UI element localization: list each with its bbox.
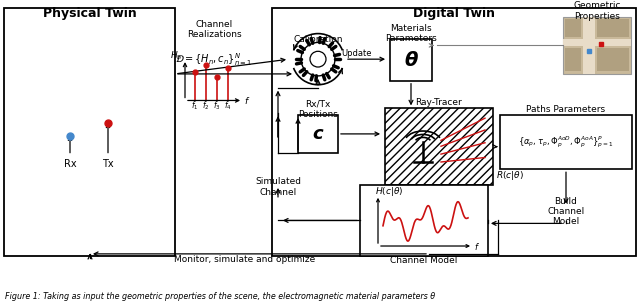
- Polygon shape: [126, 128, 171, 187]
- Text: Build
Channel
Model: Build Channel Model: [547, 197, 584, 226]
- Bar: [4, 8, 175, 256]
- Circle shape: [301, 43, 335, 76]
- Polygon shape: [583, 17, 595, 74]
- Text: $f$: $f$: [244, 95, 250, 106]
- Text: $H_n$: $H_n$: [170, 50, 182, 62]
- Bar: [272, 8, 636, 256]
- Text: Rx/Tx
Positions: Rx/Tx Positions: [298, 100, 338, 119]
- Polygon shape: [63, 15, 80, 187]
- Text: $R(c|\theta)$: $R(c|\theta)$: [496, 169, 524, 182]
- Text: $f_1$: $f_1$: [191, 99, 199, 112]
- Polygon shape: [10, 129, 60, 185]
- Polygon shape: [8, 128, 63, 187]
- Text: Geometric
Properties: Geometric Properties: [573, 1, 621, 21]
- Bar: [597, 19, 629, 36]
- Text: Physical Twin: Physical Twin: [43, 7, 136, 21]
- Text: $f_3$: $f_3$: [213, 99, 221, 112]
- Bar: [500, 115, 632, 169]
- Text: Paths Parameters: Paths Parameters: [527, 105, 605, 114]
- Polygon shape: [128, 20, 169, 111]
- Text: Update: Update: [342, 49, 372, 58]
- Polygon shape: [98, 20, 171, 113]
- Text: $f_4$: $f_4$: [224, 99, 232, 112]
- Bar: [563, 17, 631, 74]
- Polygon shape: [10, 20, 60, 111]
- Text: $f$: $f$: [474, 241, 480, 252]
- Bar: [565, 19, 581, 36]
- Polygon shape: [8, 113, 171, 126]
- Text: Monitor, simulate and optimize: Monitor, simulate and optimize: [174, 255, 316, 264]
- Text: Channel
Realizations: Channel Realizations: [187, 20, 241, 39]
- Text: $\boldsymbol{c}$: $\boldsymbol{c}$: [312, 125, 324, 143]
- Text: Tx: Tx: [102, 159, 114, 170]
- Polygon shape: [83, 129, 106, 185]
- Text: $\{\alpha_p, \tau_p, \Phi_p^{AoD}, \Phi_p^{AoA}\}_{p=1}^P$: $\{\alpha_p, \tau_p, \Phi_p^{AoD}, \Phi_…: [518, 135, 614, 150]
- Text: Materials
Parameters: Materials Parameters: [385, 24, 437, 43]
- Circle shape: [310, 51, 326, 67]
- Bar: [565, 48, 581, 71]
- Text: Channel Model: Channel Model: [390, 256, 458, 265]
- Text: Figure 1: Taking as input the geometric properties of the scene, the electromagn: Figure 1: Taking as input the geometric …: [5, 292, 435, 301]
- Text: $H(c|\theta)$: $H(c|\theta)$: [375, 185, 403, 198]
- Polygon shape: [108, 15, 126, 187]
- Bar: [385, 108, 493, 185]
- Polygon shape: [563, 39, 631, 47]
- Bar: [298, 115, 338, 153]
- Bar: [360, 185, 488, 256]
- Polygon shape: [83, 20, 106, 111]
- Polygon shape: [128, 129, 169, 185]
- Text: Rx: Rx: [64, 159, 76, 170]
- Bar: [390, 39, 432, 81]
- Polygon shape: [8, 20, 68, 113]
- Text: Ray-Tracer: Ray-Tracer: [415, 98, 462, 107]
- Text: Calibration: Calibration: [293, 35, 343, 44]
- Text: Simulated
Channel: Simulated Channel: [255, 177, 301, 197]
- Text: Digital Twin: Digital Twin: [413, 7, 495, 21]
- Text: $\mathcal{D} = \{H_n, c_n\}_{n=1}^N$: $\mathcal{D} = \{H_n, c_n\}_{n=1}^N$: [175, 51, 253, 68]
- Text: $f_2$: $f_2$: [202, 99, 210, 112]
- Bar: [597, 48, 629, 71]
- Bar: [8, 15, 171, 187]
- Text: $\boldsymbol{\theta}$: $\boldsymbol{\theta}$: [404, 51, 419, 70]
